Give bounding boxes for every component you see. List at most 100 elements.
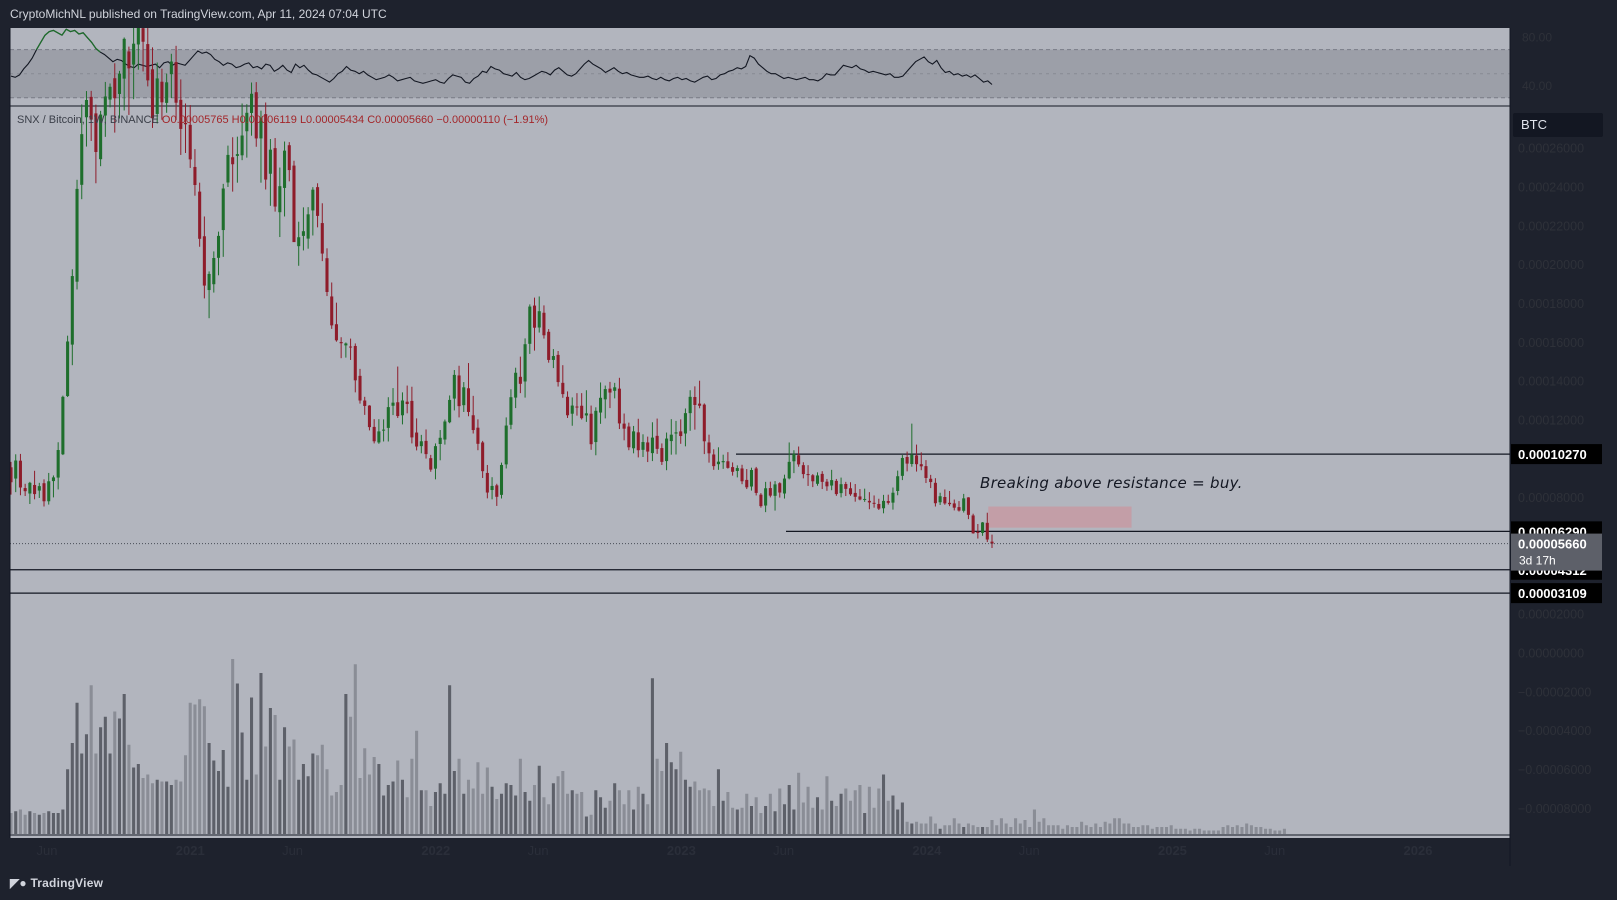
candle-body [778,483,782,493]
volume-bar [504,783,508,834]
volume-bar [735,809,739,834]
volume-bar [259,673,263,834]
x-tick-label: 2023 [667,843,696,858]
candle-body [773,484,777,496]
candle-body [792,453,796,462]
volume-bar [891,795,895,834]
volume-bar [584,816,588,834]
volume-bar [797,772,801,834]
volume-bar [330,795,334,834]
volume-bar [198,699,202,834]
candle-body [103,96,107,116]
candle-body [820,473,824,482]
volume-bar [240,732,244,834]
last-price-label-box [1511,533,1602,571]
candle-body [622,423,626,429]
volume-bar [646,804,650,834]
candle-body [523,344,527,382]
volume-bar [1174,828,1178,834]
volume-bar [1160,827,1164,834]
volume-bar [867,786,871,834]
y-tick-label: 0.00018000 [1518,297,1584,311]
candle-body [896,476,900,491]
volume-bar [561,771,565,834]
candle-body [127,51,131,69]
volume-bar [396,760,400,834]
candle-body [858,496,862,500]
candle-body [839,484,843,494]
y-tick-label: −0.00006000 [1518,763,1591,777]
volume-bar [1051,825,1055,834]
volume-bar [839,793,843,834]
volume-bar [84,734,88,834]
candle-body [169,61,173,75]
candle-body [400,400,404,416]
chart-canvas[interactable]: 80.0040.00 Jun 2021 Jun 2022 Jun 2023 Jun 2024 J… [0,28,1617,866]
volume-bar [547,804,551,834]
currency-badge[interactable]: BTC [1513,113,1603,137]
candle-body [212,258,216,285]
volume-bar [495,799,499,834]
candle-body [599,397,603,413]
y-tick-label: −0.00008000 [1518,802,1591,816]
candle-body [415,432,419,447]
candle-body [254,92,258,139]
volume-bar [429,806,433,834]
volume-bar [915,821,919,834]
candle-body [198,191,202,239]
volume-bar [287,746,291,834]
candle-body [853,492,857,497]
candle-body [716,461,720,465]
volume-bar [1004,823,1008,834]
footer-bar: ◤● TradingView [0,866,1617,900]
volume-bar [245,779,249,834]
candle-body [358,375,362,401]
tradingview-logo[interactable]: ◤● TradingView [10,876,103,890]
volume-bar [476,762,480,834]
volume-bar [853,790,857,834]
y-tick-label: 0.00000000 [1518,646,1584,660]
volume-bar [731,807,735,834]
candle-body [561,382,565,395]
candle-body [830,480,834,486]
volume-bar [377,764,381,834]
volume-bar [665,743,669,834]
buy-zone-box[interactable] [988,506,1132,528]
candle-body [330,296,334,326]
price-axis[interactable]: 0.00026000 0.00024000 0.00022000 0.00020000… [1518,142,1591,816]
candle-body [797,455,801,465]
candle-body [481,442,485,472]
volume-bar [1221,827,1225,834]
candle-body [122,38,126,79]
candle-body [575,406,579,408]
chart-annotation[interactable]: Breaking above resistance = buy. [980,474,1243,492]
candle-body [806,474,810,476]
candle-body [183,122,188,125]
volume-bar [268,708,272,834]
volume-bar [1098,827,1103,834]
volume-bar [1282,828,1286,834]
volume-bar [768,793,772,834]
candle-body [844,483,848,489]
volume-bar [924,823,928,834]
volume-bar [212,760,216,834]
candle-body [693,397,697,405]
volume-bar [881,774,886,834]
candle-body [33,484,37,495]
symbol-legend[interactable]: SNX / Bitcoin, 1W, BINANCE O0.00005765 H… [17,114,548,126]
candle-body [509,397,513,425]
tradingview-logo-text: TradingView [30,876,104,890]
candle-body [150,69,155,119]
volume-bar [108,753,112,834]
volume-bar [216,771,221,834]
volume-bar [660,771,664,834]
volume-bar [344,694,348,834]
volume-bar [386,785,390,834]
rsi-pane[interactable]: 80.00 40.00 [10,28,1552,99]
candle-body [70,276,74,345]
volume-bar [297,779,301,834]
publish-header-text: CryptoMichNL published on TradingView.co… [10,7,387,21]
volume-bar [14,811,18,834]
candle-body [410,400,414,438]
support-resistance-levels[interactable] [10,453,1510,594]
